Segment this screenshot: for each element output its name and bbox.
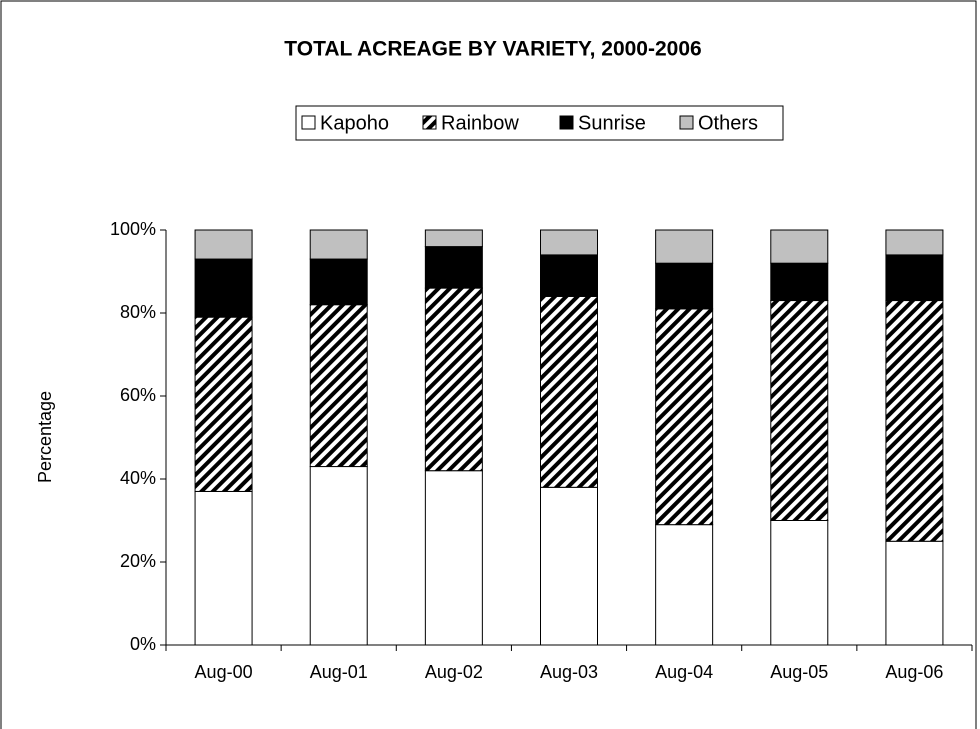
legend-marker xyxy=(301,115,316,130)
chart-title: TOTAL ACREAGE BY VARIETY, 2000-2006 xyxy=(284,38,701,61)
y-tick-label: 20% xyxy=(120,551,156,571)
bar-segment xyxy=(194,229,253,260)
legend-marker xyxy=(422,115,437,130)
y-axis-label: Percentage xyxy=(35,391,55,483)
bar-segment xyxy=(194,258,253,318)
y-tick-label: 100% xyxy=(110,219,156,239)
legend-marker xyxy=(679,115,694,130)
bar-segment xyxy=(309,258,368,306)
bar-segment xyxy=(885,254,944,302)
bar-segment xyxy=(424,287,483,472)
y-tick-label: 0% xyxy=(130,634,156,654)
bar-segment xyxy=(540,229,598,256)
bar-segment xyxy=(885,300,944,542)
x-tick-label: Aug-04 xyxy=(655,662,713,682)
bar-segment xyxy=(885,540,944,646)
legend-label: Rainbow xyxy=(441,112,519,134)
bar-segment xyxy=(424,229,483,248)
bar-segment xyxy=(309,229,368,260)
bar-segment xyxy=(655,308,714,526)
bar-segment xyxy=(309,304,368,468)
bar-segment xyxy=(424,246,483,289)
bar-segment xyxy=(540,295,598,488)
legend-label: Others xyxy=(698,112,758,134)
y-tick-label: 40% xyxy=(120,468,156,488)
bar-segment xyxy=(194,490,253,646)
legend-label: Kapoho xyxy=(320,112,389,134)
legend-label: Sunrise xyxy=(578,112,646,134)
y-tick-label: 80% xyxy=(120,302,156,322)
bar-segment xyxy=(540,486,598,646)
x-tick-label: Aug-05 xyxy=(770,662,828,682)
x-tick-label: Aug-02 xyxy=(425,662,483,682)
bar-segment xyxy=(770,262,829,302)
bar-segment xyxy=(770,520,829,646)
bar-segment xyxy=(309,466,368,646)
legend-box xyxy=(295,105,784,141)
bar-segment xyxy=(655,524,714,646)
legend-marker xyxy=(559,115,574,130)
bar-segment xyxy=(655,262,714,310)
y-tick-label: 60% xyxy=(120,385,156,405)
bar-segment xyxy=(540,254,598,297)
bar-segment xyxy=(655,229,714,264)
bar-segment xyxy=(770,300,829,521)
bar-segment xyxy=(770,229,829,264)
x-tick-label: Aug-03 xyxy=(540,662,598,682)
bar-segment xyxy=(885,229,944,256)
bar-segment xyxy=(424,470,483,646)
x-tick-label: Aug-01 xyxy=(310,662,368,682)
bar-segment xyxy=(194,316,253,492)
x-tick-label: Aug-00 xyxy=(195,662,253,682)
x-tick-label: Aug-06 xyxy=(885,662,943,682)
